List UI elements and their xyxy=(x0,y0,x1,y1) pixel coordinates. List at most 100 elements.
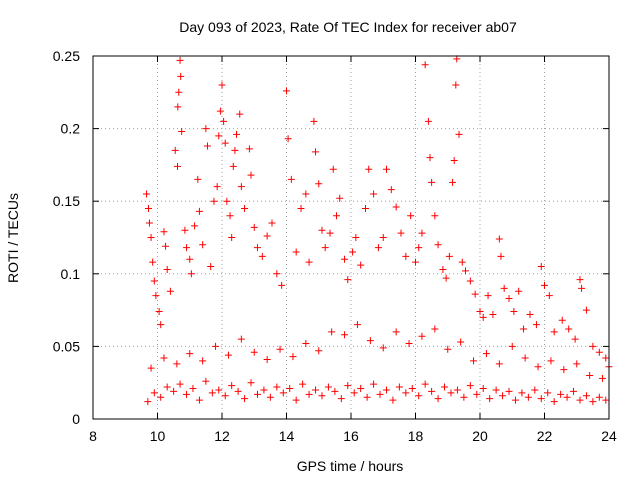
data-point xyxy=(545,292,553,300)
data-point xyxy=(215,132,223,140)
data-point xyxy=(183,390,191,398)
data-point xyxy=(273,383,281,391)
data-point xyxy=(318,392,326,400)
data-point xyxy=(220,117,228,125)
data-point xyxy=(452,81,460,89)
data-point xyxy=(479,313,487,321)
data-point xyxy=(365,165,373,173)
data-point xyxy=(570,387,578,395)
data-point xyxy=(237,335,245,343)
data-point xyxy=(329,165,337,173)
data-point xyxy=(457,338,465,346)
data-point xyxy=(160,228,168,236)
data-point xyxy=(424,117,432,125)
data-point xyxy=(534,363,542,371)
data-point xyxy=(328,328,336,336)
data-point xyxy=(558,316,566,324)
data-point xyxy=(511,396,519,404)
data-point xyxy=(203,142,211,150)
data-point xyxy=(500,284,508,292)
data-point xyxy=(350,389,358,397)
data-point xyxy=(418,229,426,237)
data-point xyxy=(186,255,194,263)
data-point xyxy=(326,229,334,237)
data-point xyxy=(444,345,452,353)
data-point xyxy=(332,212,340,220)
data-point xyxy=(253,244,261,252)
data-point xyxy=(302,339,310,347)
data-point xyxy=(202,377,210,385)
data-point xyxy=(199,241,207,249)
data-point xyxy=(382,386,390,394)
data-point xyxy=(144,204,152,212)
data-point xyxy=(315,347,323,355)
data-point xyxy=(455,130,463,138)
data-point xyxy=(379,344,387,352)
data-point xyxy=(195,207,203,215)
data-point xyxy=(147,234,155,241)
data-point xyxy=(565,325,573,333)
data-point xyxy=(412,258,419,266)
data-point xyxy=(160,354,168,362)
data-point xyxy=(194,175,202,183)
data-point xyxy=(336,194,344,202)
data-point xyxy=(302,190,310,198)
data-point xyxy=(315,180,323,188)
data-point xyxy=(166,287,174,295)
data-point xyxy=(560,366,568,374)
data-point xyxy=(260,386,268,394)
data-point xyxy=(228,382,236,390)
data-point xyxy=(576,396,584,404)
data-point xyxy=(541,281,548,289)
x-tick-label: 10 xyxy=(150,428,166,444)
data-point xyxy=(174,103,182,111)
data-point xyxy=(526,310,534,318)
data-point xyxy=(195,396,203,404)
data-point xyxy=(157,393,165,401)
data-point xyxy=(497,252,505,260)
data-point xyxy=(245,145,253,153)
data-point xyxy=(479,385,487,393)
data-point xyxy=(395,383,403,391)
y-tick-label: 0.1 xyxy=(61,266,81,282)
data-point xyxy=(431,325,439,333)
y-tick-label: 0 xyxy=(72,411,80,427)
data-point xyxy=(247,379,255,387)
data-point xyxy=(321,244,329,252)
data-point xyxy=(152,292,160,300)
data-point xyxy=(421,380,429,388)
data-point xyxy=(382,165,390,173)
data-point xyxy=(571,335,579,343)
data-point xyxy=(508,342,516,350)
data-point xyxy=(144,398,152,406)
data-point xyxy=(486,395,494,403)
data-point xyxy=(344,276,352,284)
data-point xyxy=(266,393,274,401)
data-point xyxy=(273,270,281,278)
x-tick-label: 24 xyxy=(601,428,617,444)
data-point xyxy=(341,255,349,263)
data-point xyxy=(253,390,261,398)
x-tick-label: 16 xyxy=(343,428,359,444)
data-point xyxy=(532,321,540,329)
data-point xyxy=(170,387,178,395)
data-point xyxy=(207,263,215,271)
data-point xyxy=(349,248,357,256)
data-point xyxy=(278,281,286,289)
data-point xyxy=(215,386,223,394)
data-point xyxy=(505,387,513,395)
data-point xyxy=(210,197,218,205)
data-point xyxy=(531,386,539,394)
data-point xyxy=(162,242,170,250)
data-point xyxy=(178,128,186,136)
data-point xyxy=(176,380,184,388)
data-point xyxy=(453,55,461,63)
data-point xyxy=(263,355,271,363)
data-point xyxy=(450,157,458,165)
data-point xyxy=(484,292,492,300)
data-point xyxy=(439,265,447,273)
data-point xyxy=(331,387,339,395)
chart-title: Day 093 of 2023, Rate Of TEC Index for r… xyxy=(179,19,517,35)
y-tick-label: 0.05 xyxy=(53,338,80,354)
